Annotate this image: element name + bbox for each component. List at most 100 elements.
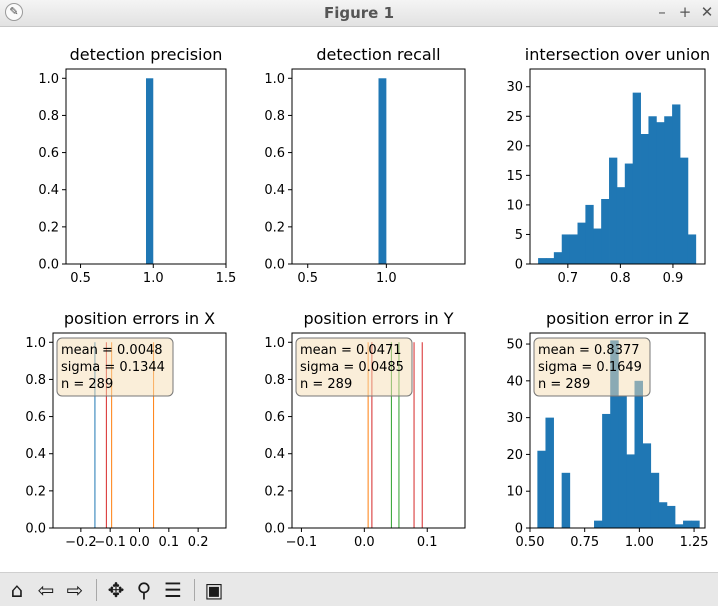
back-icon[interactable]: ⇦ [37,578,55,602]
subplot-title: detection recall [316,45,440,64]
histogram-bar [626,454,635,528]
histogram-bar [545,258,555,264]
subplot-5: position errors in Y−0.1 0.0 0.10.00.20.40… [264,309,466,550]
y-tick-label: 10 [506,485,523,500]
histogram-bar [687,234,697,264]
axes-frame [65,68,227,265]
y-tick-label: 0.6 [38,146,59,161]
x-tick-label: 1.5 [216,271,237,286]
stats-n: n = 289 [538,377,590,392]
y-tick-label: 0.0 [264,522,285,537]
y-tick-label: 0.0 [38,258,59,273]
y-tick-label: 1.0 [264,336,285,351]
forward-icon[interactable]: ⇨ [66,578,84,602]
y-tick-label: 30 [506,411,523,426]
histogram-bar [656,122,665,264]
y-tick-label: 0.2 [25,484,46,499]
histogram-bar [569,234,578,264]
window-title: Figure 1 [323,4,395,22]
x-tick-label: 0.7 [557,271,578,286]
histogram-bar [658,502,668,528]
y-tick-label: 0.4 [38,183,59,198]
configure-subplots-icon[interactable]: ☰ [164,578,182,602]
histogram-bar [650,472,660,528]
x-tick-label: −0.1 [286,535,318,550]
histogram-bar [585,204,594,264]
y-tick-label: 5 [515,228,523,243]
histogram-bar [634,380,643,528]
x-tick-label: 0.50 [516,535,545,550]
x-tick-label: −0.2 [65,535,97,550]
close-button[interactable]: ✕ [700,3,714,21]
histogram-bar [577,222,586,264]
axes-frame [529,68,706,265]
y-tick-label: 0.8 [264,109,285,124]
toolbar-separator [194,579,195,601]
histogram-bar [642,443,652,528]
subplot-title: position errors in Y [303,309,453,328]
histogram-bar [691,520,700,528]
save-icon[interactable]: ▣ [204,578,224,602]
x-tick-label: 0.1 [417,535,438,550]
y-tick-label: 30 [506,80,523,95]
histogram-bar [537,450,546,528]
stats-mean: mean = 0.8377 [538,343,640,358]
stats-sigma: sigma = 0.1649 [538,360,642,375]
y-tick-label: 40 [506,374,523,389]
y-tick-label: 0.6 [25,410,46,425]
x-tick-label: 1.0 [376,271,397,286]
stats-mean: mean = 0.0471 [300,343,402,358]
histogram-bar [538,258,547,264]
window-titlebar: ✎ Figure 1 – + ✕ [0,0,718,27]
subplot-2: detection recall 0.5 1.0 0.0 0.2 0.4 0.6 0.8 1.0 [264,45,466,286]
subplot-title: intersection over union [525,45,710,64]
stats-mean: mean = 0.0048 [61,343,163,358]
figure-canvas: detection precision 0.5 1.0 1.5 0.0 0.2 0.4 0.6… [25,45,710,550]
x-tick-label: 0.5 [70,271,91,286]
y-tick-label: 0.0 [25,522,46,537]
histogram-bar [610,340,619,528]
histogram-bar [666,505,676,528]
y-tick-label: 0.6 [264,410,285,425]
y-tick-label: 10 [506,198,523,213]
histogram-bar [561,472,571,528]
y-tick-label: 0.4 [25,447,46,462]
x-tick-label: 0.0 [129,535,150,550]
maximize-button[interactable]: + [678,3,692,21]
histogram-bar [672,104,681,264]
x-tick-label: 0.8 [610,271,631,286]
y-tick-label: 0.8 [25,373,46,388]
histogram-bar [632,92,641,265]
x-tick-label: 0.9 [663,271,684,286]
pan-icon[interactable]: ✥ [107,578,125,602]
histogram-bar [601,199,610,264]
histogram-bar [146,78,154,265]
y-tick-label: 0.6 [264,146,285,161]
y-tick-label: 0.0 [264,258,285,273]
y-tick-label: 0.2 [38,220,59,235]
y-tick-label: 1.0 [264,72,285,87]
x-tick-label: 1.0 [143,271,164,286]
histogram-bar [378,78,387,265]
histogram-bar [624,163,634,264]
histogram-bar [594,520,603,528]
y-tick-label: 0 [515,258,523,273]
y-tick-label: 15 [506,169,523,184]
y-tick-label: 20 [506,139,523,154]
histogram-bar [616,187,626,264]
y-tick-label: 0.2 [264,220,285,235]
histogram-bar [640,134,649,264]
zoom-icon[interactable]: ⚲ [136,578,152,602]
y-tick-label: 0 [515,522,523,537]
home-icon[interactable]: ⌂ [10,578,24,602]
x-tick-label: 1.25 [680,535,709,550]
stats-sigma: sigma = 0.0485 [300,360,404,375]
histogram-bar [609,157,618,264]
y-tick-label: 20 [506,448,523,463]
histogram-bar [674,524,684,528]
y-tick-label: 25 [506,110,523,125]
matplotlib-icon[interactable]: ✎ [5,3,23,21]
subplot-title: detection precision [70,45,223,64]
toolbar-separator [96,579,97,601]
minimize-button[interactable]: – [658,3,666,21]
